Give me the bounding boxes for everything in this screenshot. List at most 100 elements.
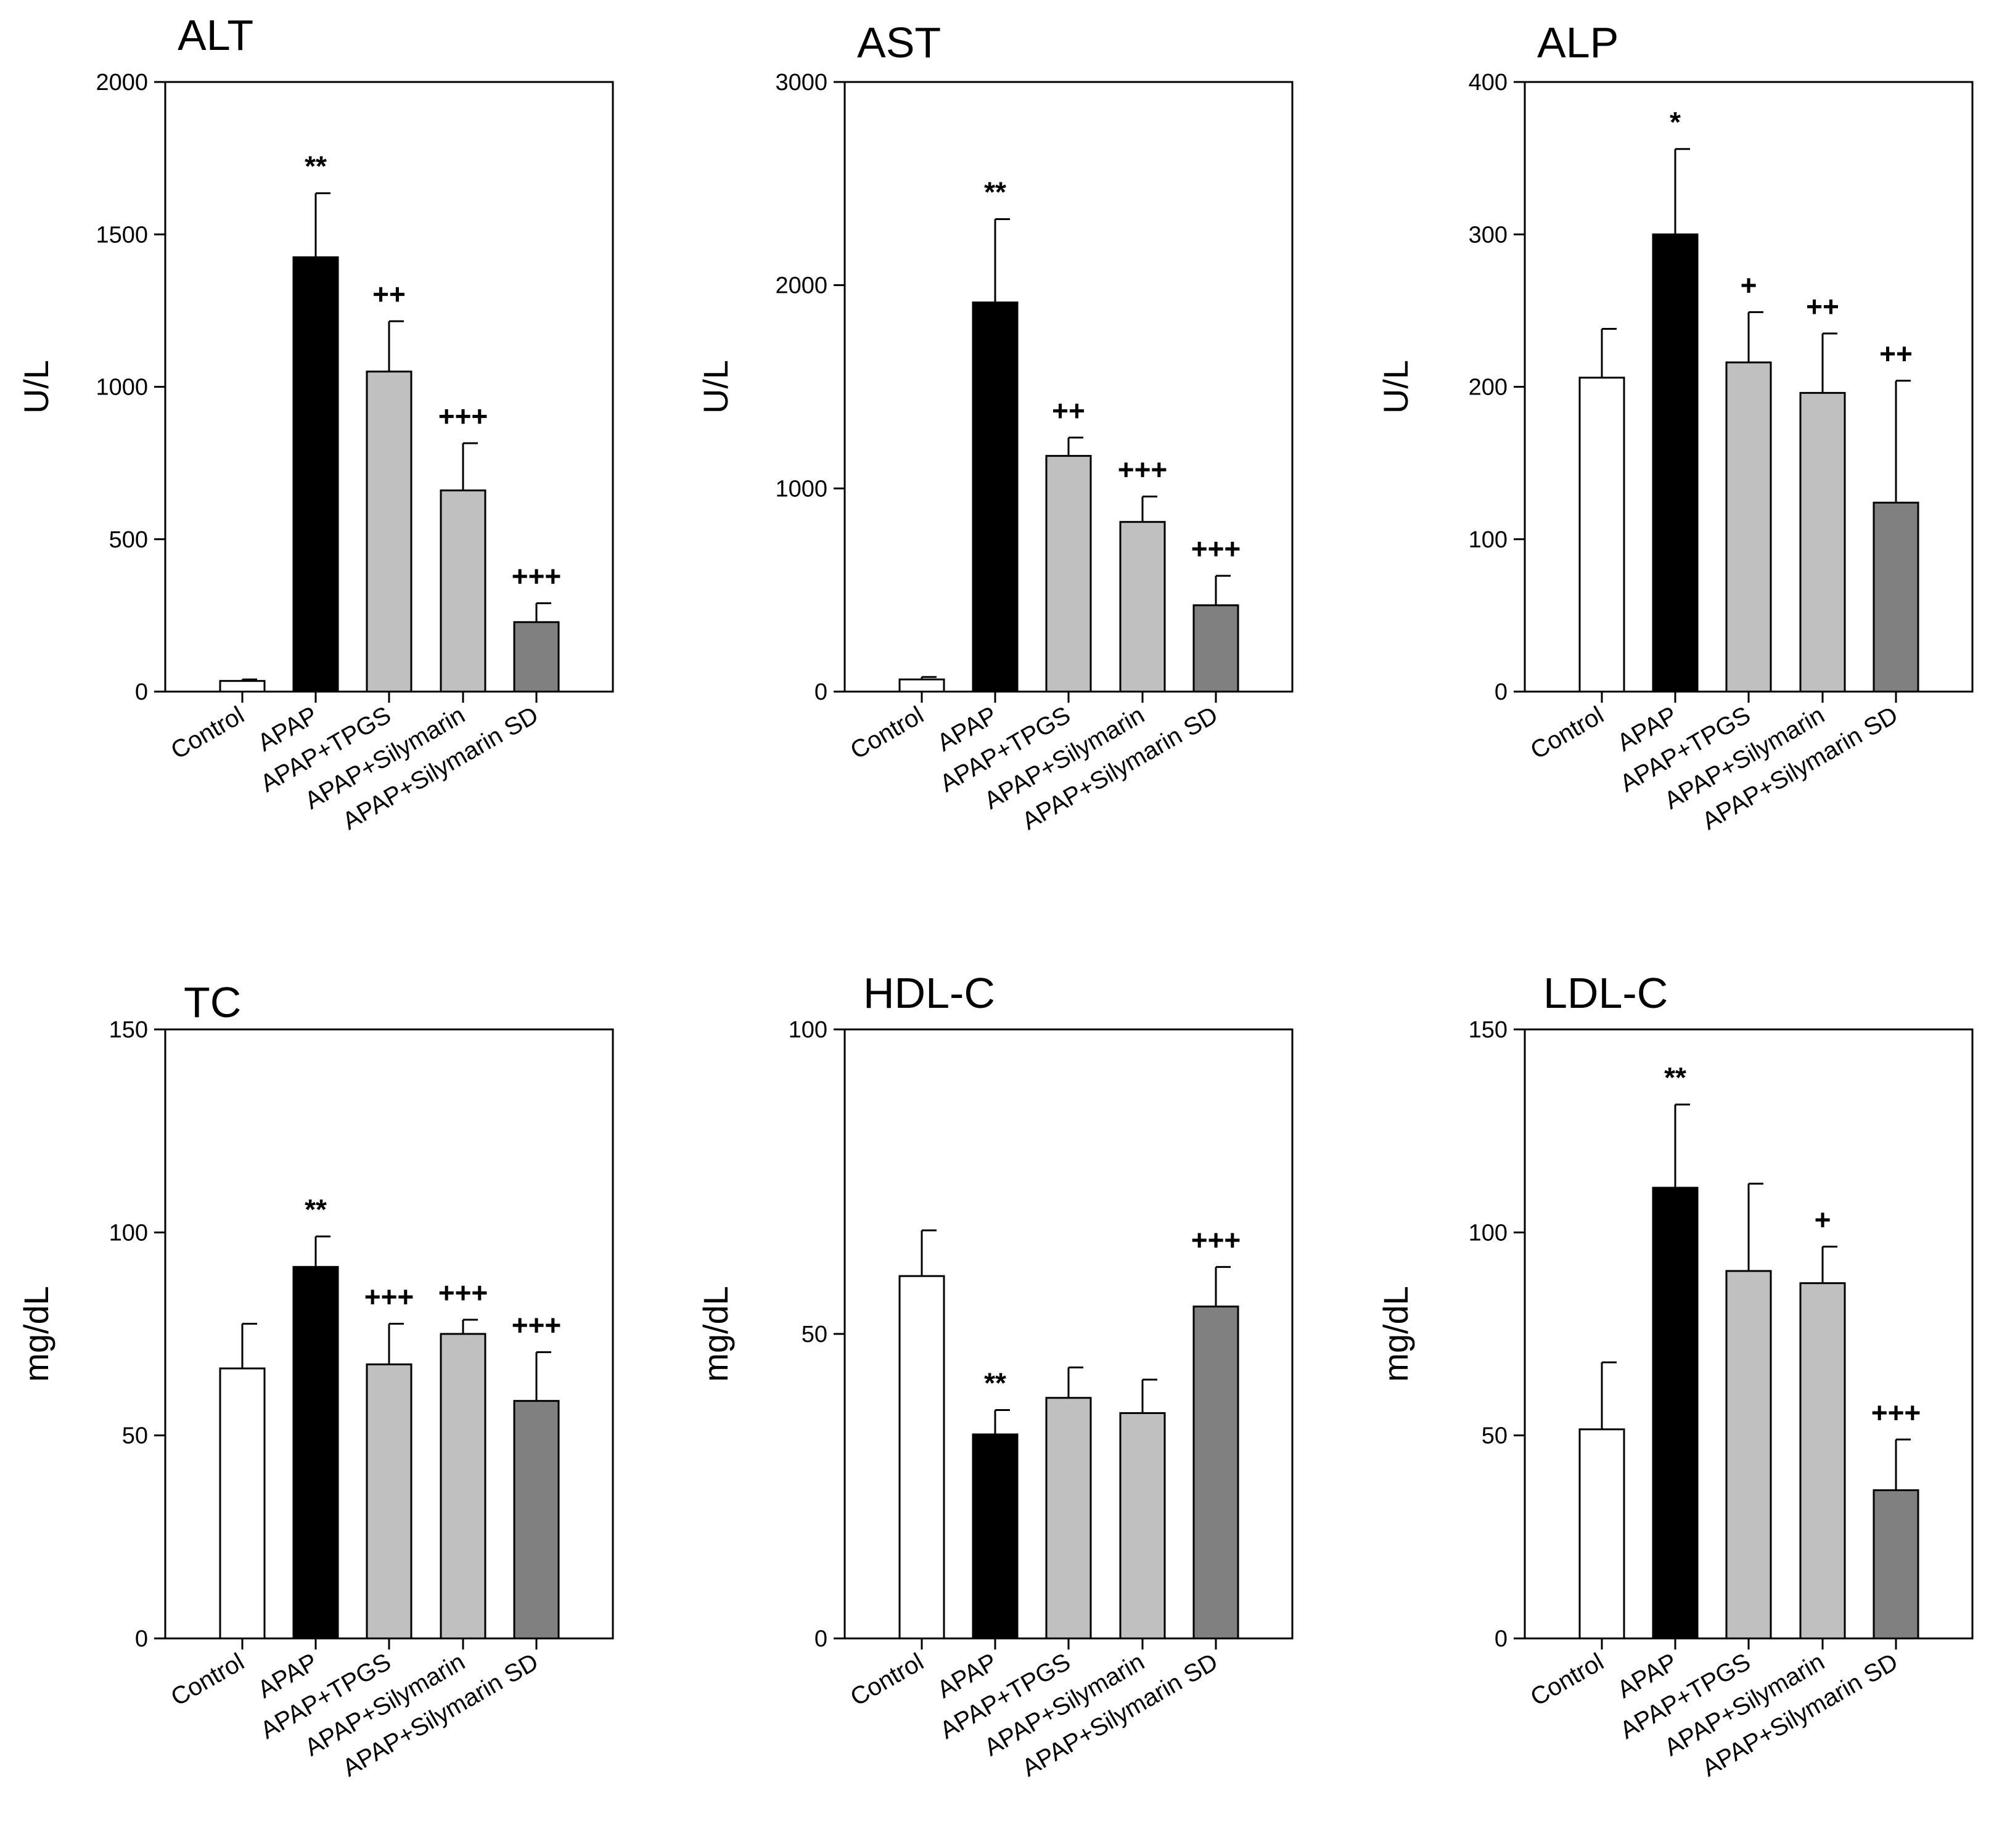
bar xyxy=(1045,1397,1092,1640)
y-axis-label: mg/dL xyxy=(17,1286,55,1382)
y-tick-label: 1500 xyxy=(96,222,148,248)
bar xyxy=(1578,1428,1625,1640)
y-tick-label: 400 xyxy=(1469,70,1508,96)
y-axis-label: U/L xyxy=(17,360,55,414)
bar xyxy=(1873,1489,1919,1640)
bar xyxy=(1799,1282,1846,1640)
y-tick-label: 500 xyxy=(109,527,148,553)
x-tick-label: Control xyxy=(166,701,249,765)
y-tick-label: 0 xyxy=(1495,679,1508,705)
x-tick-label: Control xyxy=(1526,1648,1609,1712)
significance-marker: ** xyxy=(305,150,327,182)
y-tick-label: 150 xyxy=(1469,1017,1508,1043)
bar xyxy=(440,1333,486,1640)
significance-marker: +++ xyxy=(1871,1396,1921,1428)
significance-marker: +++ xyxy=(438,400,488,432)
significance-marker: +++ xyxy=(1118,454,1168,486)
y-tick-label: 50 xyxy=(122,1423,148,1449)
bar xyxy=(219,680,266,693)
bar xyxy=(1045,455,1092,693)
y-tick-label: 0 xyxy=(135,1626,148,1652)
y-tick-label: 2000 xyxy=(96,70,148,96)
bar xyxy=(1652,233,1699,693)
y-tick-label: 200 xyxy=(1469,375,1508,401)
chart-title: ALT xyxy=(178,11,253,59)
bar xyxy=(1119,521,1166,693)
significance-marker: + xyxy=(1815,1203,1831,1235)
bar xyxy=(1873,501,1919,693)
bar xyxy=(219,1367,266,1640)
y-tick-label: 1000 xyxy=(96,375,148,401)
chart-title: LDL-C xyxy=(1543,969,1668,1017)
y-tick-label: 1000 xyxy=(775,476,827,502)
bar xyxy=(898,678,945,693)
y-tick-label: 150 xyxy=(109,1017,148,1043)
significance-marker: ++ xyxy=(1806,290,1839,322)
bar xyxy=(440,489,486,693)
significance-marker: ** xyxy=(305,1193,327,1225)
y-tick-label: 0 xyxy=(814,1626,827,1652)
chart-title: HDL-C xyxy=(863,969,995,1017)
significance-marker: ++ xyxy=(1052,395,1085,427)
significance-marker: +++ xyxy=(364,1281,414,1313)
bar xyxy=(898,1275,945,1640)
significance-marker: ++ xyxy=(372,278,406,310)
bar xyxy=(1192,1306,1239,1640)
y-tick-label: 3000 xyxy=(775,70,827,96)
y-axis-label: U/L xyxy=(696,360,735,414)
x-tick-label: Control xyxy=(1526,701,1609,765)
chart-title: AST xyxy=(857,18,941,67)
bar xyxy=(292,1265,339,1640)
bar xyxy=(1578,377,1625,693)
significance-marker: ++ xyxy=(1879,338,1913,370)
bar xyxy=(1119,1412,1166,1640)
x-tick-label: Control xyxy=(166,1648,249,1712)
y-tick-label: 100 xyxy=(109,1220,148,1246)
bar xyxy=(366,370,412,693)
y-axis-label: U/L xyxy=(1376,360,1415,414)
y-tick-label: 0 xyxy=(135,679,148,705)
significance-marker: +++ xyxy=(512,1309,562,1341)
y-tick-label: 100 xyxy=(789,1017,827,1043)
y-tick-label: 50 xyxy=(1482,1423,1508,1449)
significance-marker: +++ xyxy=(438,1277,488,1309)
significance-marker: +++ xyxy=(512,560,562,592)
bar xyxy=(972,301,1019,693)
significance-marker: ** xyxy=(984,176,1006,208)
bar xyxy=(972,1433,1019,1640)
bar xyxy=(513,1400,560,1640)
y-tick-label: 0 xyxy=(814,679,827,705)
bar xyxy=(513,621,560,693)
y-tick-label: 50 xyxy=(802,1322,827,1347)
x-tick-label: Control xyxy=(846,1648,929,1712)
significance-marker: +++ xyxy=(1191,533,1241,565)
y-tick-label: 100 xyxy=(1469,527,1508,553)
significance-marker: ** xyxy=(1664,1061,1686,1094)
chart-title: TC xyxy=(184,978,241,1026)
bar xyxy=(1725,361,1772,693)
significance-marker: * xyxy=(1670,106,1681,138)
y-tick-label: 0 xyxy=(1495,1626,1508,1652)
y-axis-label: mg/dL xyxy=(696,1286,735,1382)
y-tick-label: 100 xyxy=(1469,1220,1508,1246)
bar xyxy=(1192,604,1239,693)
bar xyxy=(292,256,339,693)
significance-marker: + xyxy=(1741,269,1757,301)
significance-marker: +++ xyxy=(1191,1224,1241,1256)
y-axis-label: mg/dL xyxy=(1376,1286,1415,1382)
y-tick-label: 2000 xyxy=(775,273,827,299)
bar xyxy=(1799,391,1846,693)
chart-title: ALP xyxy=(1537,18,1619,67)
x-tick-label: Control xyxy=(846,701,929,765)
significance-marker: ** xyxy=(984,1367,1006,1399)
bar xyxy=(1725,1270,1772,1640)
bar xyxy=(366,1363,412,1640)
bar xyxy=(1652,1187,1699,1640)
